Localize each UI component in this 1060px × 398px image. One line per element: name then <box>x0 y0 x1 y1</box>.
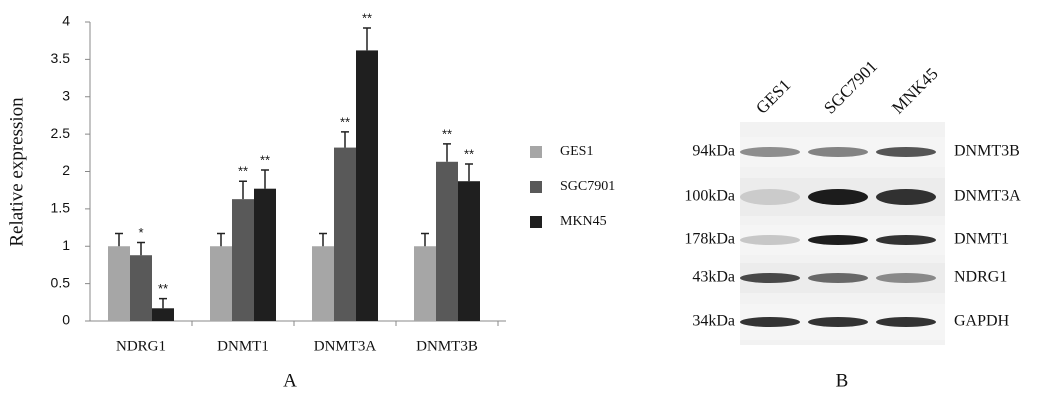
significance-label: ** <box>362 10 372 25</box>
error-bar <box>137 243 145 256</box>
error-bar <box>159 299 167 309</box>
protein-label: DNMT3A <box>954 188 1021 205</box>
bar <box>414 246 436 321</box>
protein-label: GAPDH <box>954 313 1010 330</box>
protein-label: DNMT3B <box>954 143 1020 160</box>
error-bar <box>319 234 327 247</box>
error-bar <box>115 234 123 247</box>
y-tick-label: 3.5 <box>51 50 71 66</box>
bar <box>312 246 334 321</box>
blot-band <box>808 273 868 283</box>
blot-band <box>876 189 936 205</box>
significance-label: ** <box>464 146 474 161</box>
blot-band <box>876 273 936 283</box>
error-bar <box>443 144 451 162</box>
bar <box>334 148 356 321</box>
y-tick-label: 0.5 <box>51 274 71 290</box>
blot-band <box>740 235 800 245</box>
error-bar <box>239 181 247 199</box>
error-bar <box>465 164 473 181</box>
bar <box>458 181 480 321</box>
panel-label: A <box>283 370 297 391</box>
protein-label: DNMT1 <box>954 231 1009 248</box>
error-bar <box>341 132 349 148</box>
blot-band <box>808 317 868 327</box>
legend-swatch <box>530 146 542 158</box>
bar <box>436 162 458 321</box>
size-label: 34kDa <box>692 313 735 330</box>
y-tick-label: 1 <box>62 237 70 253</box>
bar <box>130 255 152 321</box>
error-bar <box>421 234 429 247</box>
size-label: 43kDa <box>692 269 735 286</box>
x-tick-label: DNMT1 <box>217 338 269 354</box>
blot-band <box>876 235 936 245</box>
figure: Relative expression A B GES1SGC7901MNK45… <box>0 0 1060 398</box>
x-tick-label: DNMT3A <box>314 338 377 354</box>
size-label: 178kDa <box>684 231 735 248</box>
error-bar <box>217 234 225 247</box>
significance-label: ** <box>260 152 270 167</box>
size-label: 100kDa <box>684 188 735 205</box>
legend-swatch <box>530 216 542 228</box>
blot-band <box>808 235 868 245</box>
y-axis-label: Relative expression <box>6 97 27 247</box>
significance-label: ** <box>238 164 248 179</box>
bar <box>232 199 254 321</box>
blot-band <box>808 147 868 157</box>
y-tick-label: 3 <box>62 87 70 103</box>
blot-band <box>740 317 800 327</box>
y-tick-label: 2 <box>62 162 70 178</box>
significance-label: ** <box>340 114 350 129</box>
blot-band <box>740 147 800 157</box>
blot-band <box>876 317 936 327</box>
blot-band <box>876 147 936 157</box>
y-tick-label: 0 <box>62 312 70 328</box>
legend-label: MKN45 <box>560 214 607 229</box>
error-bar <box>261 170 269 189</box>
legend-swatch <box>530 181 542 193</box>
x-tick-label: DNMT3B <box>416 338 478 354</box>
significance-label: * <box>138 225 143 240</box>
bar <box>254 189 276 321</box>
protein-label: NDRG1 <box>954 269 1007 286</box>
legend-label: GES1 <box>560 144 593 159</box>
blot-band <box>740 189 800 205</box>
lane-label: MNK45 <box>888 64 942 118</box>
blot-band <box>808 189 868 205</box>
lane-label: SGC7901 <box>820 57 881 118</box>
y-tick-label: 2.5 <box>51 125 71 141</box>
bar <box>152 308 174 321</box>
error-bar <box>363 28 371 50</box>
bar <box>108 246 130 321</box>
lane-label: GES1 <box>752 75 794 117</box>
y-tick-label: 4 <box>62 13 70 29</box>
bar <box>210 246 232 321</box>
blot-band <box>740 273 800 283</box>
bar <box>356 50 378 321</box>
x-tick-label: NDRG1 <box>116 338 166 354</box>
panel-label: B <box>836 370 849 391</box>
significance-label: ** <box>158 281 168 296</box>
significance-label: ** <box>442 126 452 141</box>
legend-label: SGC7901 <box>560 179 615 194</box>
size-label: 94kDa <box>692 143 735 160</box>
y-tick-label: 1.5 <box>51 200 71 216</box>
